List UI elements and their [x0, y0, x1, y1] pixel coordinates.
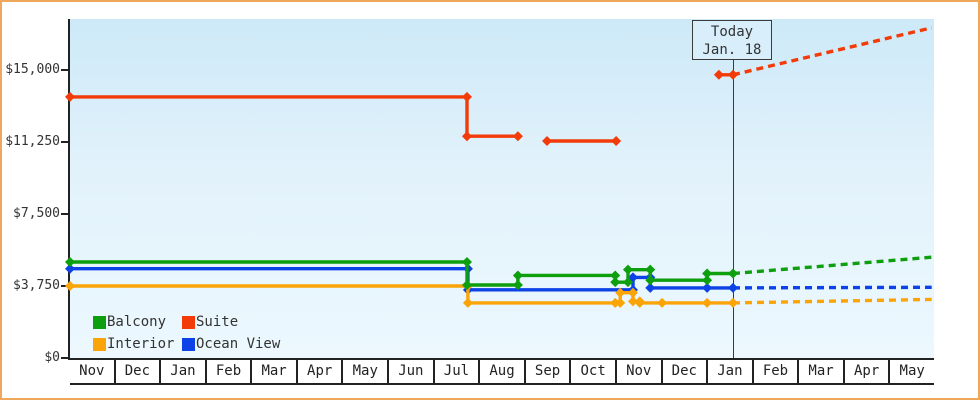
- month-label: Nov: [79, 363, 105, 379]
- balcony-point-marker: [610, 270, 621, 281]
- legend-item-suite: Suite: [182, 314, 238, 330]
- ocean-view-point-marker: [702, 282, 713, 293]
- balcony-point-marker: [622, 264, 633, 275]
- suite-point-marker: [461, 91, 472, 102]
- y-axis-tick: [61, 213, 70, 215]
- today-vertical-line: [733, 59, 734, 358]
- month-label: Jan: [706, 360, 752, 383]
- suite-point-marker: [461, 131, 472, 142]
- month-label: Nov: [614, 360, 661, 383]
- legend-label-balcony: Balcony: [107, 314, 167, 330]
- y-axis-tick: [61, 69, 70, 71]
- suite-projection-line: [732, 26, 933, 77]
- balcony-swatch-icon: [93, 315, 106, 329]
- balcony-point-marker: [702, 268, 713, 279]
- suite-point-marker: [611, 136, 622, 147]
- suite-point-marker: [713, 69, 724, 80]
- month-label: Dec: [113, 360, 160, 383]
- month-label: May: [341, 360, 387, 383]
- y-axis-label: $0: [44, 350, 60, 365]
- ocean-view-point-marker: [65, 263, 75, 274]
- month-label: Mar: [797, 360, 843, 383]
- suite-point-marker: [542, 136, 553, 147]
- interior-point-marker: [65, 281, 75, 291]
- today-date: Jan. 18: [702, 42, 762, 58]
- balcony-point-marker: [461, 257, 472, 267]
- y-axis-line: [68, 19, 70, 360]
- legend-label-suite: Suite: [196, 314, 239, 330]
- y-axis-label: $11,250: [5, 134, 60, 149]
- interior-point-marker: [702, 297, 713, 308]
- interior-point-marker: [627, 287, 638, 298]
- interior-point-marker: [657, 297, 668, 308]
- month-label: Jul: [432, 360, 479, 383]
- balcony-projection-line: [732, 255, 932, 276]
- suite-price-line: [70, 95, 518, 138]
- interior-point-marker: [615, 297, 626, 308]
- month-label: Jan: [159, 360, 205, 383]
- balcony-price-line: [70, 260, 733, 287]
- balcony-point-marker: [645, 264, 656, 275]
- month-label: Feb: [204, 360, 251, 383]
- y-axis-label: $3,750: [13, 278, 60, 293]
- interior-point-marker: [634, 297, 645, 308]
- month-label: Feb: [751, 360, 798, 383]
- month-label: Aug: [478, 360, 524, 383]
- y-axis-label: $15,000: [5, 62, 60, 77]
- month-label: Dec: [660, 360, 707, 383]
- balcony-point-marker: [461, 280, 472, 291]
- interior-point-marker: [462, 297, 473, 308]
- legend-item-interior: Interior: [93, 336, 174, 352]
- legend-label-interior: Interior: [107, 336, 175, 352]
- legend-item-balcony: Balcony: [93, 314, 166, 330]
- balcony-point-marker: [622, 277, 633, 288]
- month-label: May: [888, 360, 934, 383]
- legend-item-ocean-view: Ocean View: [182, 336, 280, 352]
- y-axis-label: $7,500: [13, 206, 60, 221]
- month-label: Apr: [842, 360, 889, 383]
- balcony-point-marker: [610, 277, 621, 288]
- ocean-view-point-marker: [645, 282, 656, 293]
- interior-point-marker: [610, 297, 621, 308]
- month-label: Oct: [569, 360, 615, 383]
- suite-swatch-icon: [182, 315, 195, 329]
- ocean-view-projection-line: [732, 285, 932, 290]
- interior-projection-line: [732, 297, 932, 305]
- today-label: Today: [710, 24, 754, 40]
- month-label: Jun: [387, 360, 433, 383]
- balcony-point-marker: [645, 275, 656, 286]
- ocean-view-swatch-icon: [182, 337, 195, 351]
- interior-swatch-icon: [93, 337, 106, 351]
- month-label: Apr: [295, 360, 342, 383]
- month-label: Sep: [523, 360, 570, 383]
- balcony-point-marker: [65, 257, 75, 267]
- y-axis-tick: [61, 141, 70, 143]
- suite-point-marker: [512, 131, 523, 142]
- balcony-point-marker: [512, 280, 523, 291]
- interior-point-marker: [627, 296, 638, 307]
- suite-point-marker: [65, 91, 75, 102]
- x-axis-month-band: Nov Dec Jan Feb Mar Apr May Jun Jul Aug Sep Oct Nov D…: [70, 358, 934, 385]
- y-axis-tick: [61, 357, 70, 359]
- month-label: Mar: [250, 360, 296, 383]
- today-annotation-box: Today Jan. 18: [692, 20, 772, 60]
- balcony-point-marker: [702, 275, 713, 286]
- balcony-point-marker: [512, 270, 523, 281]
- legend-label-ocean-view: Ocean View: [196, 336, 281, 352]
- interior-point-marker: [615, 287, 626, 298]
